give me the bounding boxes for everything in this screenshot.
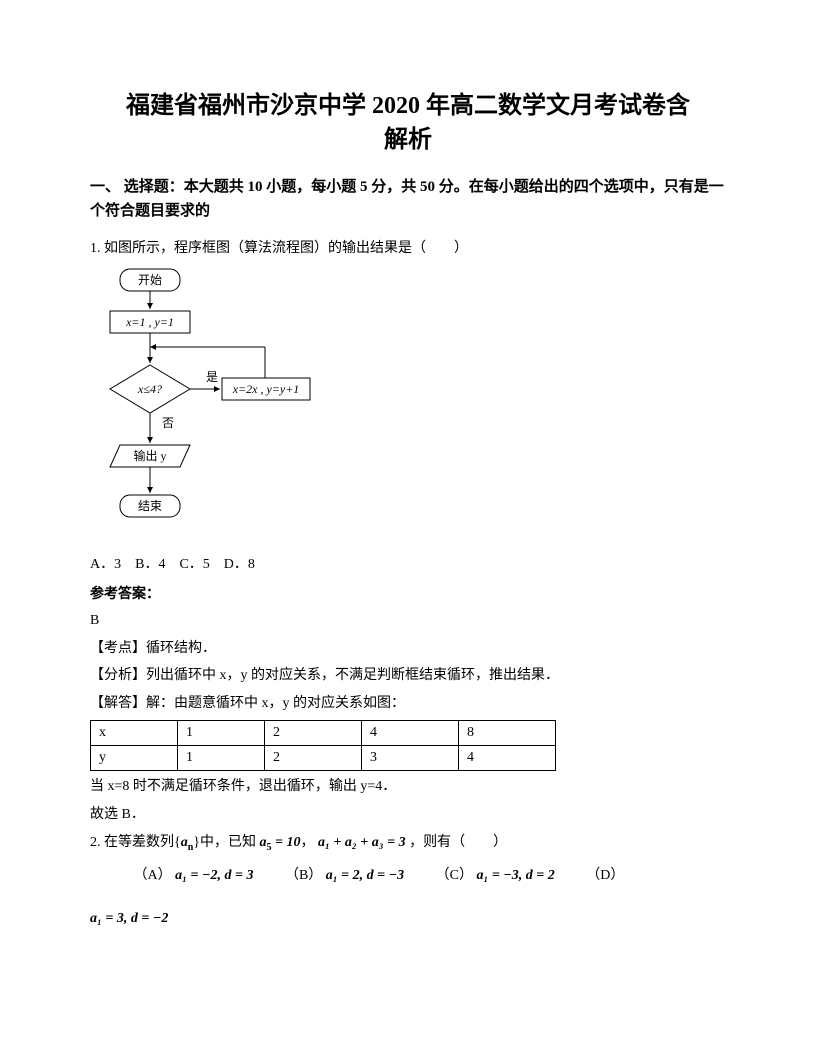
- cell: y: [91, 745, 178, 770]
- flow-no-label: 否: [162, 416, 174, 430]
- table-row: y 1 2 3 4: [91, 745, 556, 770]
- q2-stem: 2. 在等差数列{an}中，已知 a5 = 10， a₁ + a₂ + a₃ =…: [90, 831, 726, 856]
- optC: a₁ = −3, d = 2: [476, 868, 554, 883]
- flow-start: 开始: [138, 273, 162, 287]
- q1-after-2: 故选 B．: [90, 803, 726, 827]
- cell: 1: [178, 745, 265, 770]
- cell: x: [91, 720, 178, 745]
- q1-flowchart: 开始 x=1 , y=1 x≤4? 是 x=2x , y=y+1 否 输出 y: [90, 267, 726, 547]
- q2-seq-a: a: [181, 835, 188, 850]
- q1-jieda: 【解答】解：由题意循环中 x，y 的对应关系如图：: [90, 692, 726, 716]
- q2-stem-b: }中，已知: [193, 835, 259, 850]
- q1-table: x 1 2 4 8 y 1 2 3 4: [90, 720, 556, 771]
- cell: 4: [459, 745, 556, 770]
- cell: 3: [362, 745, 459, 770]
- q1-answer: B: [90, 609, 726, 633]
- table-row: x 1 2 4 8: [91, 720, 556, 745]
- cell: 1: [178, 720, 265, 745]
- optC-label: （C）: [436, 868, 473, 883]
- title-line-1: 福建省福州市沙京中学 2020 年高二数学文月考试卷含: [90, 90, 726, 124]
- q1-kaodian: 【考点】循环结构．: [90, 637, 726, 661]
- optA-label: （A）: [134, 868, 172, 883]
- q2-comma: ，: [301, 835, 315, 850]
- q1-options: A．3 B．4 C．5 D．8: [90, 553, 726, 577]
- q2-stem-c: ，则有（ ）: [409, 835, 507, 850]
- q2-f1-eq: = 10: [272, 835, 301, 850]
- cell: 8: [459, 720, 556, 745]
- q2-options: （A） a₁ = −2, d = 3 （B） a₁ = 2, d = −3 （C…: [90, 861, 726, 892]
- optD-label: （D）: [586, 868, 624, 883]
- optD: a₁ = 3, d = −2: [90, 911, 168, 926]
- optB-label: （B）: [285, 868, 322, 883]
- title-line-2: 解析: [90, 124, 726, 158]
- flow-cond: x≤4?: [137, 382, 162, 396]
- q1-stem: 1. 如图所示，程序框图（算法流程图）的输出结果是（ ）: [90, 237, 726, 261]
- flow-end: 结束: [138, 499, 162, 513]
- q1-after-1: 当 x=8 时不满足循环条件，退出循环，输出 y=4．: [90, 775, 726, 799]
- q1-answer-label: 参考答案：: [90, 583, 726, 603]
- page-title: 福建省福州市沙京中学 2020 年高二数学文月考试卷含 解析: [90, 90, 726, 157]
- q2-stem-a: 2. 在等差数列{: [90, 835, 181, 850]
- q2-f1-a: a: [260, 835, 267, 850]
- q2-optD-line: a₁ = 3, d = −2: [90, 904, 726, 935]
- q2-f2: a₁ + a₂ + a₃ = 3: [318, 835, 406, 850]
- cell: 2: [265, 720, 362, 745]
- cell: 2: [265, 745, 362, 770]
- flow-init: x=1 , y=1: [125, 315, 174, 329]
- cell: 4: [362, 720, 459, 745]
- q1-fenxi: 【分析】列出循环中 x，y 的对应关系，不满足判断框结束循环，推出结果．: [90, 664, 726, 688]
- section-heading: 一、 选择题：本大题共 10 小题，每小题 5 分，共 50 分。在每小题给出的…: [90, 175, 726, 223]
- flow-output: 输出 y: [133, 448, 166, 463]
- flow-yes-label: 是: [206, 370, 218, 384]
- flow-update: x=2x , y=y+1: [232, 382, 300, 396]
- optB: a₁ = 2, d = −3: [326, 868, 404, 883]
- optA: a₁ = −2, d = 3: [175, 868, 253, 883]
